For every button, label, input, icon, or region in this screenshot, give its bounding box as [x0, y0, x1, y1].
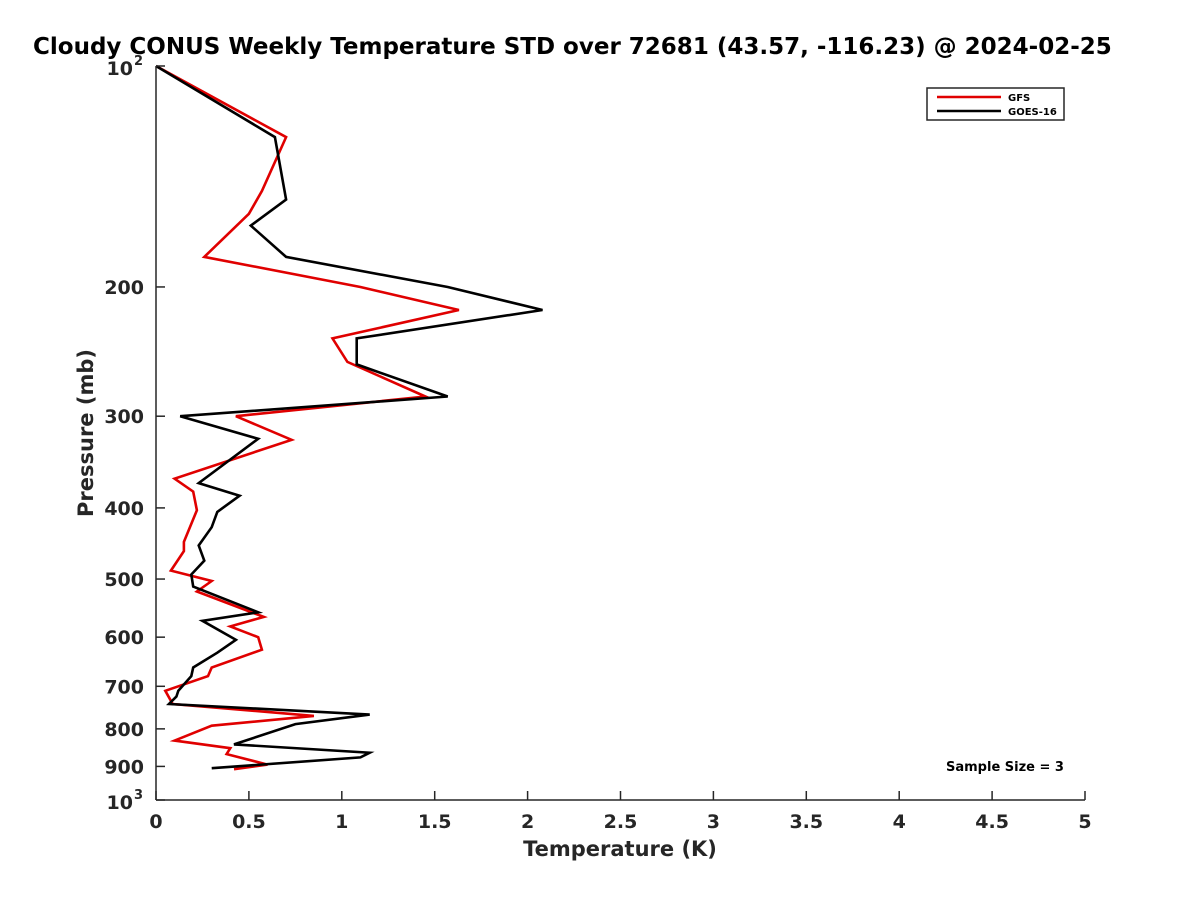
x-tick-label: 1	[335, 811, 348, 833]
y-tick-label: 200	[104, 277, 144, 299]
sample-size-annotation: Sample Size = 3	[946, 760, 1064, 775]
x-axis-label: Temperature (K)	[523, 837, 717, 861]
x-ticks: 0 0.5 1 1.5 2 2.5 3 3.5 4 4.5 5	[149, 791, 1092, 833]
x-tick-label: 0	[149, 811, 162, 833]
x-tick-label: 0.5	[232, 811, 266, 833]
y-tick-label: 600	[104, 627, 144, 649]
y-tick-label: 800	[104, 719, 144, 741]
x-tick-label: 1.5	[418, 811, 452, 833]
x-tick-label: 4	[893, 811, 906, 833]
series-line-goes-16	[155, 64, 543, 770]
y-tick-label: 900	[104, 756, 144, 778]
chart-title: Cloudy CONUS Weekly Temperature STD over…	[33, 34, 1112, 60]
y-tick-label-exponent: 2	[134, 54, 143, 69]
y-tick-label: 500	[104, 569, 144, 591]
axes	[155, 66, 1085, 801]
x-tick-label: 2	[521, 811, 534, 833]
legend-label: GOES-16	[1008, 107, 1057, 118]
x-tick-label: 4.5	[975, 811, 1009, 833]
x-tick-label: 3	[707, 811, 720, 833]
y-tick-label: 700	[104, 676, 144, 698]
y-axis-label: Pressure (mb)	[74, 349, 98, 517]
x-tick-label: 2.5	[604, 811, 638, 833]
legend-box	[926, 87, 1065, 121]
series-line-gfs	[155, 64, 460, 771]
y-tick-label-base: 10	[107, 792, 133, 814]
y-tick-label: 400	[104, 498, 144, 520]
plot-area	[155, 64, 543, 771]
x-tick-label: 5	[1078, 811, 1091, 833]
y-tick-label: 300	[104, 406, 144, 428]
legend-label: GFS	[1008, 93, 1030, 104]
x-tick-label: 3.5	[789, 811, 823, 833]
legend: GFS GOES-16	[926, 87, 1065, 121]
y-tick-label-base: 10	[107, 58, 133, 80]
y-tick-label-exponent: 3	[134, 788, 143, 803]
